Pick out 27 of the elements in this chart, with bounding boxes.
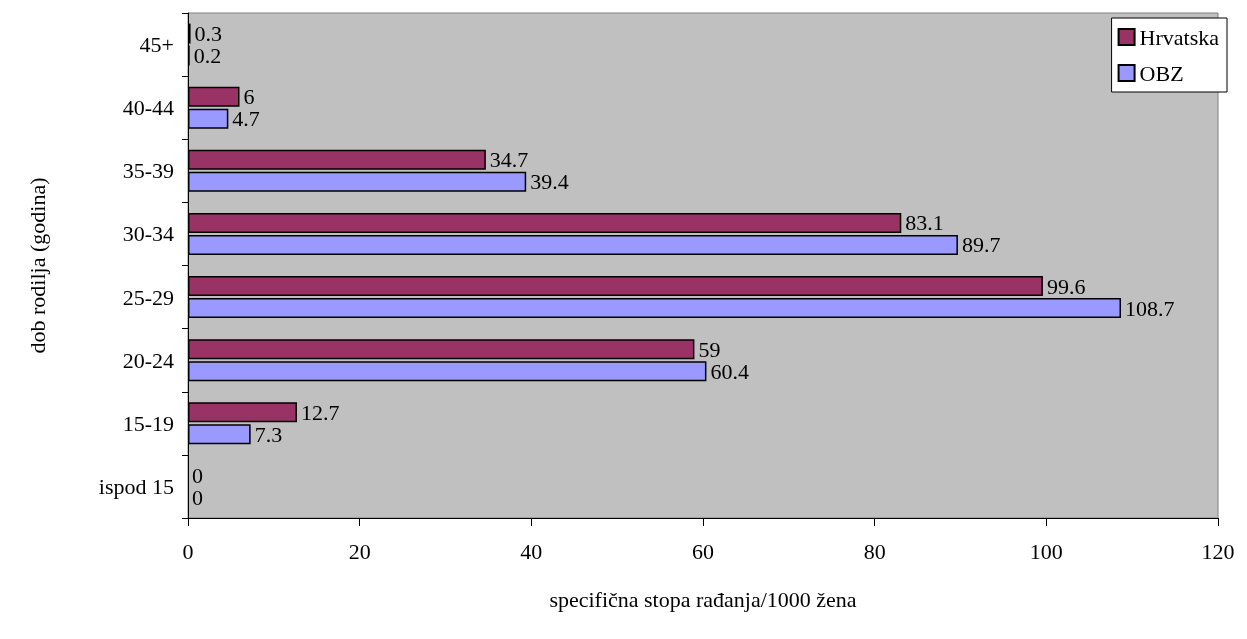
y-tick-label: ispod 15 [98,473,174,499]
data-label: 108.7 [1125,295,1175,321]
y-tick-label: 25-29 [122,284,174,310]
y-tick-label: 15-19 [122,410,174,436]
y-tick-label: 40-44 [122,95,174,121]
x-tick-label: 20 [348,538,371,564]
y-tick-label: 45+ [139,32,174,58]
x-tick-label: 40 [520,538,543,564]
legend-label: OBZ [1139,60,1184,86]
y-tick-label: 35-39 [122,158,174,184]
x-axis-title: specifična stopa rađanja/1000 žena [549,586,857,612]
x-tick-label: 100 [1029,538,1063,564]
data-label: 99.6 [1046,273,1086,299]
y-axis-title: dob rodilja (godina) [24,177,50,354]
x-tick-label: 0 [182,538,194,564]
x-tick-label: 60 [692,538,714,564]
y-tick-label: 20-24 [122,347,174,373]
data-label: 89.7 [961,232,1001,258]
data-label: 34.7 [489,147,529,173]
x-tick-label: 80 [863,538,886,564]
legend-label: Hrvatska [1139,24,1220,50]
y-tick-label: 30-34 [122,221,174,247]
data-label: 7.3 [254,421,283,447]
x-tick-label: 120 [1201,538,1235,564]
data-label: 39.4 [530,169,569,195]
data-label: 83.1 [905,210,944,236]
data-label: 12.7 [301,399,340,425]
